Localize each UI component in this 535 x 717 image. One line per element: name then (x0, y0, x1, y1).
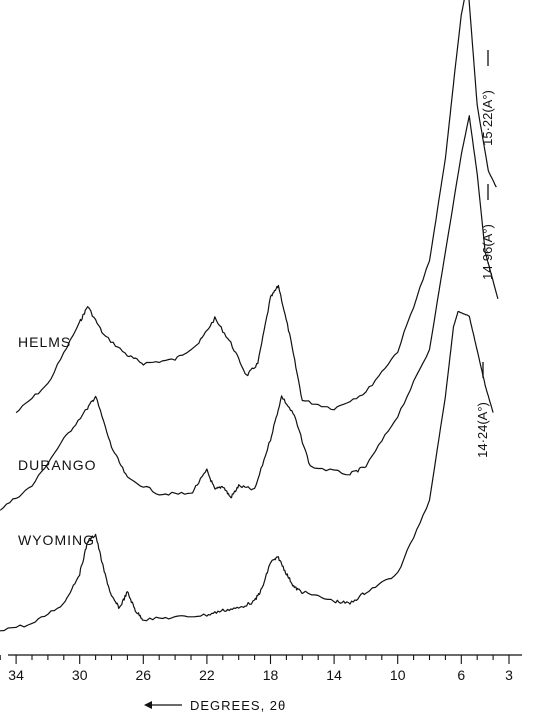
x-tick-label: 14 (326, 667, 342, 683)
series-label-helms: HELMS (18, 334, 71, 350)
x-tick-label: 3 (505, 667, 513, 683)
x-tick-label: 26 (136, 667, 152, 683)
x-tick-label: 6 (457, 667, 465, 683)
peak-label-wyoming: 14·24(A°) (475, 402, 490, 458)
peak-label-durango: 14·96(A°) (480, 224, 495, 280)
x-axis-arrow-head (144, 701, 152, 709)
series-labels-group: HELMS DURANGO WYOMING (18, 334, 97, 548)
x-axis: 34 30 26 22 18 14 10 6 3 (0, 654, 522, 683)
x-axis-label: DEGREES, 2θ (190, 698, 286, 713)
series-label-durango: DURANGO (18, 457, 97, 473)
series-line-helms (15, 0, 497, 414)
x-tick-label: 18 (263, 667, 279, 683)
x-tick-label: 30 (72, 667, 88, 683)
series-line-durango (0, 115, 499, 511)
series-line-wyoming (0, 310, 494, 632)
peak-labels-group: 15·22(A°) 14·96(A°) 14·24(A°) (475, 50, 495, 458)
x-axis-label-group: DEGREES, 2θ (144, 698, 286, 713)
x-tick-label: 10 (390, 667, 406, 683)
curves-group (0, 0, 499, 632)
series-label-wyoming: WYOMING (18, 532, 95, 548)
peak-label-helms: 15·22(A°) (480, 90, 495, 146)
x-tick-label: 22 (199, 667, 215, 683)
x-tick-label: 34 (8, 667, 24, 683)
